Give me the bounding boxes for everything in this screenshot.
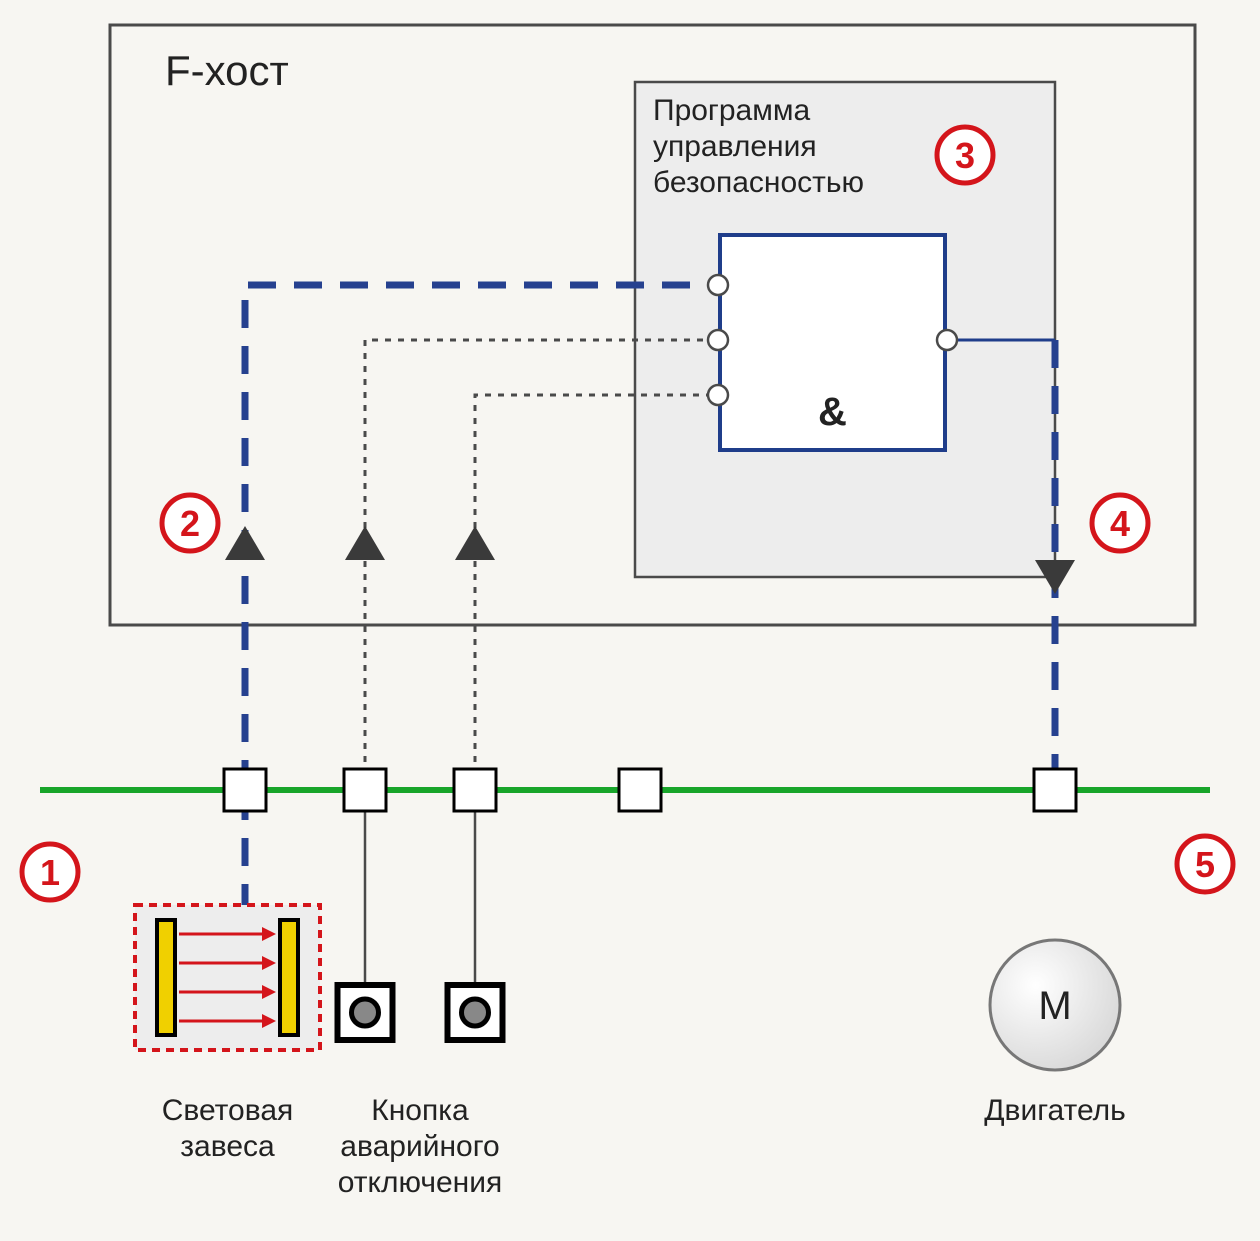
safety-program-label: безопасностью — [653, 166, 864, 199]
safety-program-label: управления — [653, 130, 817, 163]
arrow-up-3 — [455, 526, 495, 560]
estop-label: Кнопка — [371, 1094, 469, 1127]
badge-3-number: 3 — [955, 135, 975, 176]
estop-label: аварийного — [340, 1130, 499, 1163]
badge-2-number: 2 — [180, 503, 200, 544]
motor-label: Двигатель — [984, 1094, 1126, 1127]
logic-port-3 — [708, 385, 728, 405]
arrow-up-2 — [345, 526, 385, 560]
estop-label: отключения — [338, 1166, 502, 1199]
light-curtain-label: завеса — [180, 1130, 275, 1163]
badge-1-number: 1 — [40, 852, 60, 893]
light-curtain-post-1 — [157, 920, 175, 1035]
arrow-up-1 — [225, 526, 265, 560]
and-symbol: & — [818, 390, 847, 434]
light-curtain-post-2 — [280, 920, 298, 1035]
badge-5-number: 5 — [1195, 844, 1215, 885]
motor-letter: M — [1038, 984, 1071, 1028]
f-host-title: F-хост — [165, 47, 289, 94]
bus-node-5 — [1034, 769, 1076, 811]
bus-node-2 — [344, 769, 386, 811]
badge-4-number: 4 — [1110, 503, 1130, 544]
logic-port-out — [937, 330, 957, 350]
light-curtain-label: Световая — [162, 1094, 294, 1127]
estop-1-button — [352, 999, 379, 1026]
logic-port-2 — [708, 330, 728, 350]
bus-node-3 — [454, 769, 496, 811]
bus-node-1 — [224, 769, 266, 811]
logic-port-1 — [708, 275, 728, 295]
safety-program-label: Программа — [653, 94, 810, 127]
estop-2-button — [462, 999, 489, 1026]
bus-node-4 — [619, 769, 661, 811]
